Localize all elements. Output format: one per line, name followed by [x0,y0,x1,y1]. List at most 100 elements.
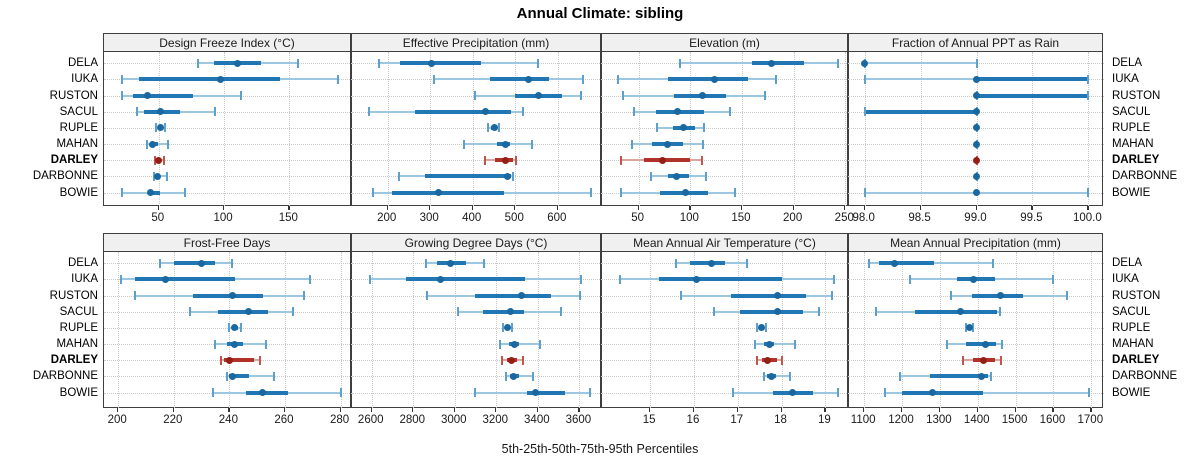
axis-tick-label: 1400 [963,413,990,426]
whisker-5-95 [500,343,540,346]
median-dot [973,189,980,196]
whisker-5-95 [147,143,168,146]
median-dot [973,108,980,116]
axis-tick-label: 280 [330,413,350,426]
axis-tick-label: 200 [783,211,803,224]
whisker-cap-5th [763,371,766,381]
median-dot [699,92,707,100]
median-dot [517,292,525,300]
whisker-cap-95th [728,107,731,117]
whisker-cap-95th [1088,388,1091,397]
whisker-cap-5th [620,155,623,165]
bar-25-75 [689,261,725,266]
gridline-row [104,144,352,146]
median-dot [664,140,672,148]
whisker-cap-5th [618,274,621,284]
whisker-cap-95th [303,291,306,301]
median-dot [502,156,510,164]
median-dot [758,324,766,332]
median-dot [225,356,233,364]
whisker-cap-5th [368,274,371,284]
site-label-left-mahan: MAHAN [56,338,98,351]
axis-tick-label: 98.0 [852,211,875,224]
site-label-left-darbonne: DARBONNE [32,170,98,183]
whisker-cap-5th [756,355,759,365]
whisker-cap-95th [702,123,705,133]
whisker-cap-5th [874,307,877,317]
median-dot [957,308,965,316]
panel-mean-annual-air-temperature [601,252,849,408]
whisker-cap-95th [537,58,540,68]
median-dot [764,356,772,364]
axis-tick [692,407,695,412]
median-dot [890,259,898,267]
axis-tick [157,205,159,210]
median-dot [973,92,980,100]
bar-25-75 [902,390,984,395]
whisker-cap-5th [863,107,866,117]
whisker-cap-5th [214,339,217,349]
gridline-vertical [413,252,415,408]
site-label-right-ruston: RUSTON [1112,89,1161,102]
median-dot [511,340,519,348]
whisker-cap-5th [367,107,370,117]
whisker-cap-95th [833,274,836,284]
whisker-cap-5th [756,323,759,333]
whisker-cap-95th [991,258,994,268]
axis-tick-label: 99.0 [964,211,987,224]
whisker-cap-5th [908,274,911,284]
axis-tick [975,205,977,210]
site-label-right-dela: DELA [1112,57,1143,70]
median-dot [970,275,978,283]
whisker-cap-5th [433,74,436,84]
whisker-cap-5th [950,291,953,301]
whisker-cap-95th [1087,188,1090,197]
whisker-cap-5th [121,188,124,197]
axis-tick-label: 1600 [1039,413,1066,426]
bar-25-75 [915,309,997,314]
panel-growing-degree-days [351,252,602,408]
site-label-left-iuka: IUKA [71,73,98,86]
median-dot [981,340,989,348]
axis-tick [172,407,174,412]
gridline-vertical [693,252,695,408]
gridline-vertical [537,252,539,408]
gridline-row [602,127,849,129]
median-dot [773,308,781,316]
gridline-vertical [454,252,456,408]
site-label-left-darley: DARLEY [50,154,98,167]
median-dot [773,292,781,300]
site-label-left-ruple: RUPLE [59,121,98,134]
axis-tick-label: 98.5 [908,211,931,224]
axis-tick-label: 19 [817,413,831,426]
whisker-cap-5th [961,355,964,365]
gridline-vertical [1091,252,1093,408]
axis-tick-label: 400 [462,211,482,224]
gridline-vertical [118,252,120,408]
gridline-vertical [1015,252,1017,408]
axis-tick-label: 200 [107,413,127,426]
gridline-row [602,344,849,346]
whisker-cap-5th [622,91,625,101]
gridline-row [602,144,849,146]
axis-tick-label: 150 [278,211,298,224]
panel-fraction-ppt-rain [848,52,1104,206]
whisker-cap-5th [378,58,381,68]
gridline-vertical [1053,252,1055,408]
whisker-cap-95th [817,307,820,317]
whisker-5-95 [755,343,795,346]
axis-tick [339,407,341,412]
whisker-cap-95th [166,139,169,149]
whisker-cap-95th [733,188,736,197]
gridline-vertical [939,252,941,408]
axis-tick [453,407,455,412]
site-label-left-ruple: RUPLE [59,321,98,334]
whisker-cap-5th [220,355,223,365]
panel-header-mean-annual-air-temperature: Mean Annual Air Temperature (°C) [601,233,848,252]
median-dot [973,140,980,148]
axis-tick-label: 100.0 [1072,211,1102,224]
panel-header-frost-free-days: Frost-Free Days [103,233,351,252]
median-dot [156,124,164,132]
bar-25-75 [930,374,989,379]
bar-25-75 [246,390,288,395]
